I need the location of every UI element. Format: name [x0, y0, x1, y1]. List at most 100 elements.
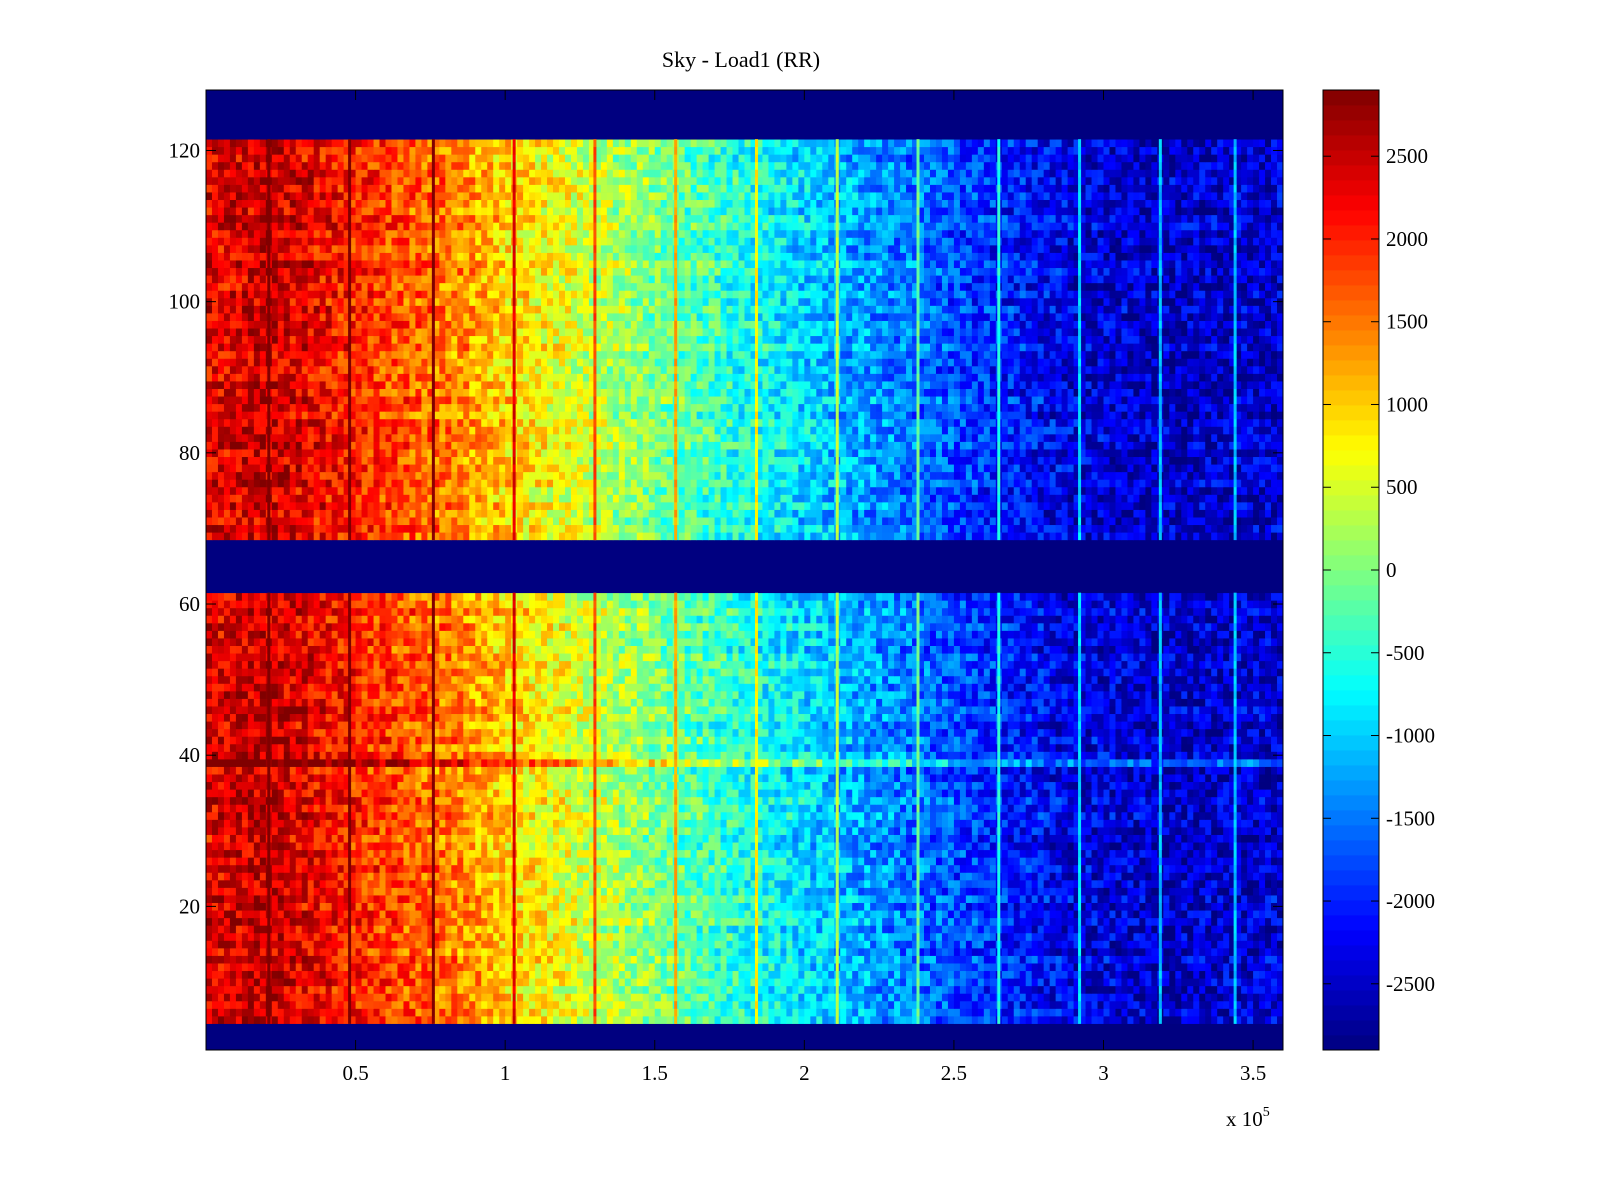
heatmap-cell [708, 925, 715, 934]
heatmap-cell [1187, 1000, 1194, 1009]
heatmap-cell [894, 857, 901, 866]
heatmap-cell [379, 970, 386, 979]
heatmap-cell [206, 872, 213, 881]
heatmap-cell [289, 834, 297, 843]
heatmap-cell [523, 811, 530, 820]
heatmap-cell [529, 1000, 536, 1009]
heatmap-cell [379, 955, 386, 964]
heatmap-cell [1241, 970, 1248, 979]
heatmap-cell [1025, 932, 1033, 941]
heatmap-cell [529, 985, 536, 994]
heatmap-cell [349, 872, 356, 881]
heatmap-cell [582, 887, 590, 896]
heatmap-cell [253, 879, 261, 888]
heatmap-cell [1037, 947, 1045, 956]
heatmap-cell [355, 849, 362, 858]
heatmap-cell [457, 925, 464, 934]
heatmap-cell [666, 925, 674, 934]
heatmap-cell [1223, 1008, 1230, 1017]
heatmap-cell [1031, 1008, 1039, 1017]
heatmap-cell [1199, 834, 1206, 843]
heatmap-cell [792, 985, 799, 994]
heatmap-cell [529, 902, 536, 911]
heatmap-cell [427, 947, 434, 956]
heatmap-cell [660, 834, 668, 843]
heatmap-cell [570, 978, 578, 987]
heatmap-cell [445, 842, 452, 851]
heatmap-cell [325, 827, 333, 835]
heatmap-cell [1061, 978, 1068, 987]
heatmap-cell [606, 849, 614, 858]
heatmap-cell [1079, 879, 1086, 888]
heatmap-cell [1019, 970, 1027, 979]
heatmap-cell [762, 1015, 769, 1024]
heatmap-cell [493, 963, 500, 972]
heatmap-cell [690, 925, 698, 934]
heatmap-cell [989, 940, 997, 949]
heatmap-cell [373, 834, 380, 843]
heatmap-cell [553, 1000, 560, 1009]
heatmap-cell [606, 947, 614, 956]
heatmap-cell [738, 985, 745, 994]
heatmap-cell [1223, 857, 1230, 866]
heatmap-cell [720, 864, 727, 873]
heatmap-cell [840, 819, 847, 828]
heatmap-cell [373, 947, 380, 956]
heatmap-cell [211, 895, 219, 903]
heatmap-cell [247, 895, 255, 903]
heatmap-cell [1265, 842, 1272, 851]
heatmap-cell [289, 993, 297, 1002]
heatmap-cell [726, 849, 733, 858]
heatmap-cell [852, 902, 859, 911]
heatmap-cell [648, 978, 656, 987]
heatmap-cell [1079, 985, 1086, 994]
heatmap-cell [523, 940, 530, 949]
heatmap-cell [702, 902, 709, 911]
heatmap-cell [792, 1008, 799, 1017]
heatmap-cell [397, 819, 404, 828]
heatmap-cell [1001, 834, 1009, 843]
heatmap-cell [253, 970, 261, 979]
heatmap-cell [660, 1015, 668, 1024]
heatmap-cell [1175, 879, 1182, 888]
heatmap-cell [433, 827, 440, 835]
heatmap-cell [1229, 932, 1236, 941]
heatmap-cell [666, 879, 674, 888]
heatmap-cell [1109, 857, 1116, 866]
heatmap-cell [409, 827, 416, 835]
heatmap-cell [217, 827, 225, 835]
heatmap-cell [822, 887, 829, 896]
heatmap-cell [840, 970, 847, 979]
heatmap-cell [630, 819, 638, 828]
heatmap-cell [1055, 895, 1063, 903]
heatmap-cell [804, 1015, 811, 1024]
heatmap-cell [618, 819, 626, 828]
heatmap-cell [702, 834, 709, 843]
heatmap-cell [349, 993, 356, 1002]
heatmap-cell [858, 819, 865, 828]
heatmap-cell [1145, 895, 1152, 903]
heatmap-cell [888, 970, 895, 979]
heatmap-cell [493, 864, 500, 873]
heatmap-cell [858, 910, 865, 919]
heatmap-cell [259, 834, 267, 843]
heatmap-cell [822, 1000, 829, 1009]
heatmap-cell [331, 827, 339, 835]
heatmap-cell [1091, 887, 1098, 896]
heatmap-cell [247, 902, 255, 911]
heatmap-cell [1109, 925, 1116, 934]
heatmap-cell [565, 917, 572, 926]
heatmap-cell [1097, 864, 1104, 873]
heatmap-cell [445, 978, 452, 987]
heatmap-cell [906, 993, 913, 1002]
heatmap-cell [762, 1000, 769, 1009]
heatmap-cell [858, 887, 865, 896]
heatmap-cell [762, 811, 769, 820]
heatmap-cell [379, 1000, 386, 1009]
heatmap-cell [900, 811, 907, 820]
heatmap-cell [726, 1015, 733, 1024]
heatmap-cell [648, 1000, 656, 1009]
heatmap-cell [624, 925, 632, 934]
heatmap-cell [588, 887, 596, 896]
heatmap-cell [750, 963, 757, 972]
